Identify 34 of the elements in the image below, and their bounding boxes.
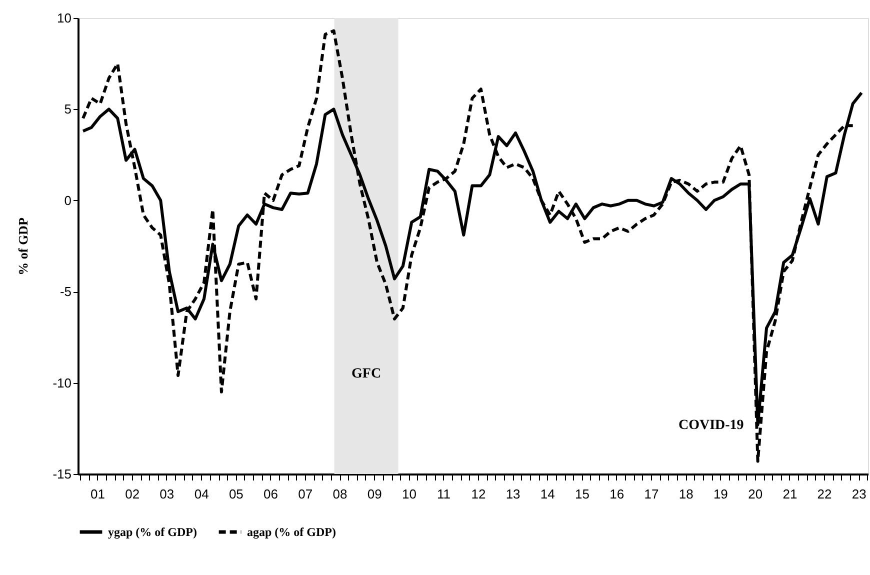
x-tick-label: 18 [678,486,694,502]
y-tick-label: 0 [64,192,72,208]
x-tick-label: 06 [264,486,278,502]
y-tick-label: -5 [60,284,72,300]
x-tick-label: 11 [437,486,451,502]
x-tick-label: 04 [194,486,209,502]
x-tick-label: 21 [782,486,798,502]
band-label: GFC [352,366,382,382]
y-axis-title: % of GDP [16,218,31,276]
x-tick-label: 17 [644,486,659,502]
y-tick-label: -15 [52,466,72,482]
legend-label: agap (% of GDP) [247,525,336,539]
x-tick-label: 07 [298,486,313,502]
x-tick-label: 13 [506,486,520,502]
legend-label: ygap (% of GDP) [108,525,197,539]
x-tick-label: 20 [748,486,763,502]
x-tick-label: 23 [852,486,866,502]
x-tick-label: 15 [575,486,590,502]
x-tick-label: 02 [125,486,140,502]
y-tick-label: 5 [64,102,72,117]
x-tick-label: 01 [90,486,105,502]
x-tick-label: 08 [332,486,348,502]
x-tick-label: 05 [228,486,244,502]
x-tick-label: 16 [610,486,624,502]
x-tick-label: 19 [713,486,728,502]
x-tick-label: 09 [367,486,382,502]
x-tick-label: 14 [540,486,555,502]
y-tick-label: 10 [57,10,72,26]
x-tick-label: 12 [471,486,486,502]
y-tick-label: -10 [52,375,72,390]
annotation: COVID-19 [678,418,744,433]
x-tick-label: 22 [817,486,832,502]
x-tick-label: 03 [160,486,174,502]
x-tick-label: 10 [402,486,416,502]
